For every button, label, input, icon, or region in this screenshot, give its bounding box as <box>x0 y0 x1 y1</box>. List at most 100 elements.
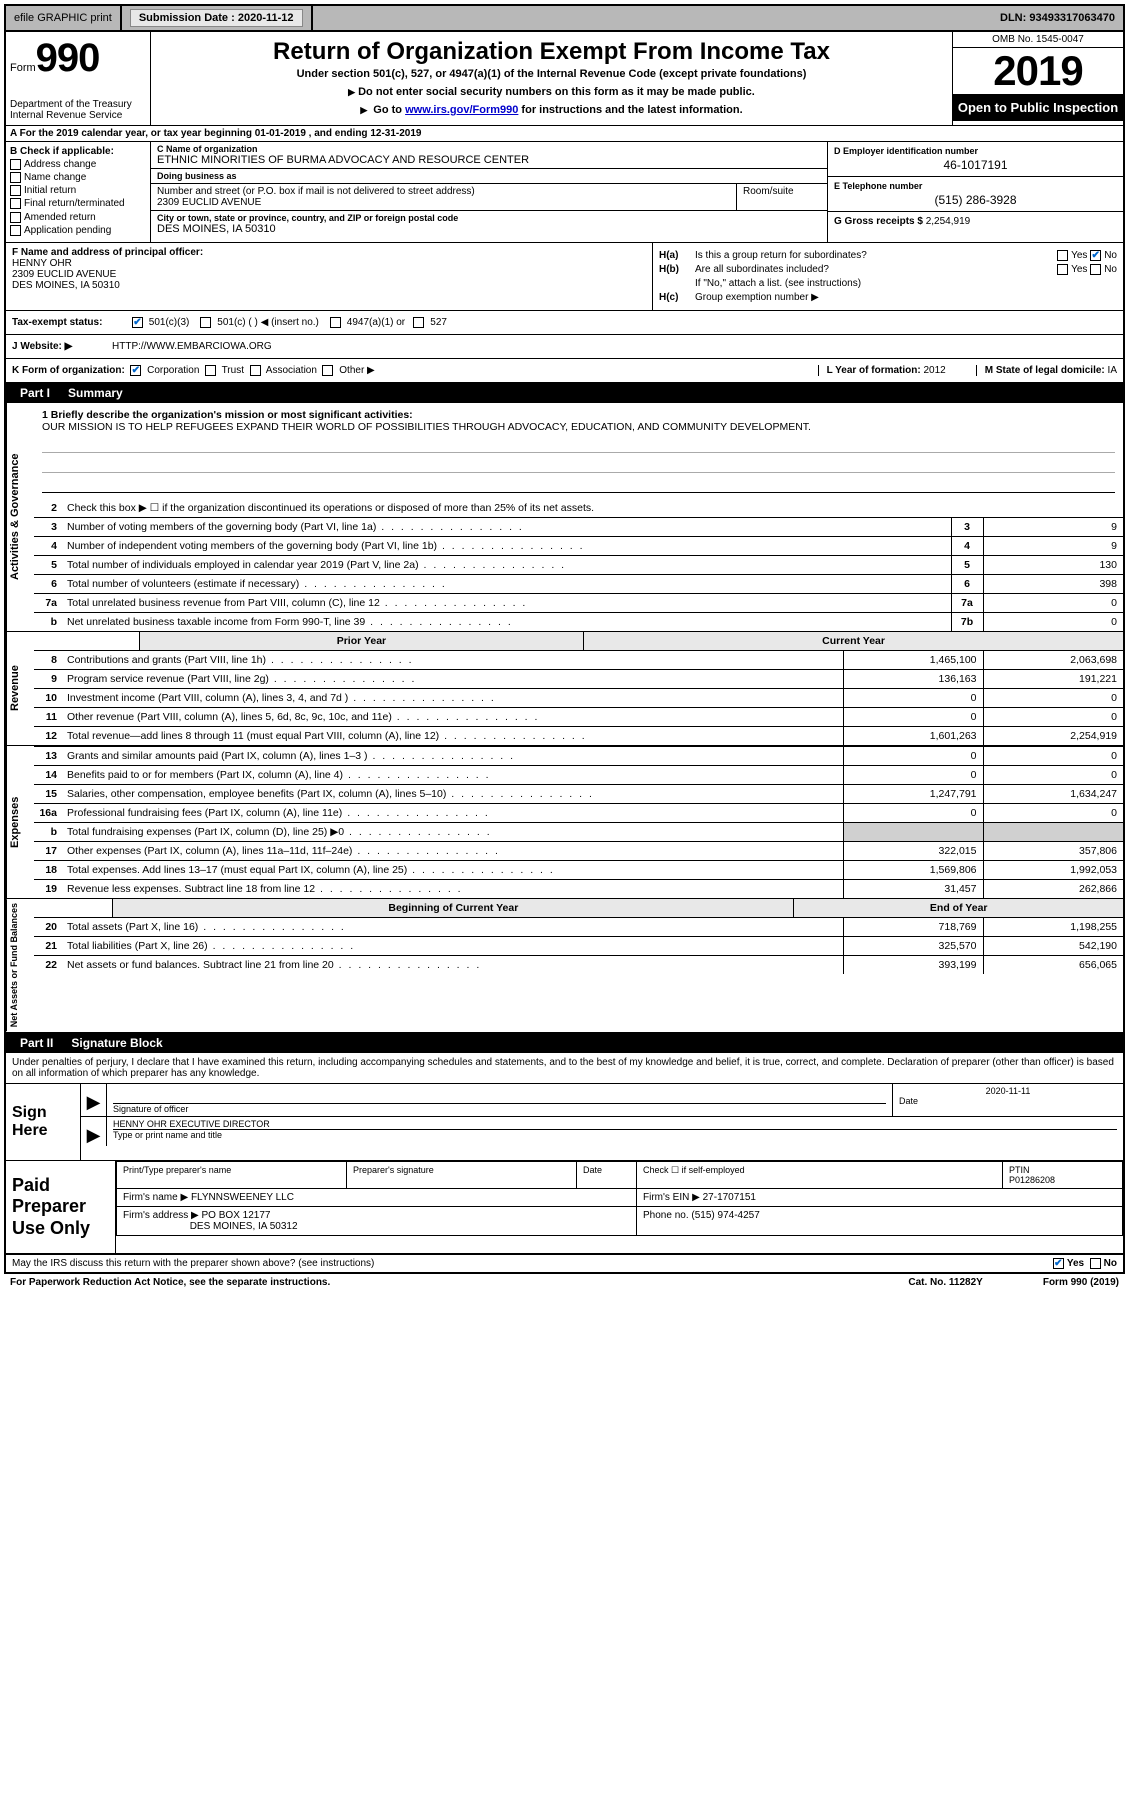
box-b: B Check if applicable: Address change Na… <box>6 142 151 242</box>
submission-btn: Submission Date : 2020-11-12 <box>130 9 303 27</box>
opt-name-change[interactable]: Name change <box>10 172 146 183</box>
row-klm: K Form of organization: Corporation Trus… <box>6 359 1123 383</box>
year-formation: 2012 <box>923 365 945 376</box>
box-d: D Employer identification number 46-1017… <box>828 142 1123 242</box>
summary-row: 20Total assets (Part X, line 16)718,7691… <box>34 918 1123 937</box>
summary-row: 17Other expenses (Part IX, column (A), l… <box>34 842 1123 861</box>
summary-row: 19Revenue less expenses. Subtract line 1… <box>34 880 1123 899</box>
summary-row: 18Total expenses. Add lines 13–17 (must … <box>34 861 1123 880</box>
preparer-label: Paid Preparer Use Only <box>6 1161 116 1254</box>
activity-row: 6Total number of volunteers (estimate if… <box>34 575 1123 594</box>
summary-row: 10Investment income (Part VIII, column (… <box>34 689 1123 708</box>
chk-4947[interactable] <box>330 317 341 328</box>
chk-assoc[interactable] <box>250 365 261 376</box>
sign-date: 2020-11-11 <box>899 1086 1117 1096</box>
part2-header: Part IISignature Block <box>6 1033 1123 1053</box>
vtab-revenue: Revenue <box>6 632 34 745</box>
opt-amended-return[interactable]: Amended return <box>10 212 146 223</box>
sign-arrow-icon: ▶ <box>81 1084 107 1116</box>
top-bar: efile GRAPHIC print Submission Date : 20… <box>4 4 1125 32</box>
cat-no: Cat. No. 11282Y <box>908 1277 982 1288</box>
form-id-cell: Form990 Department of the Treasury Inter… <box>6 32 151 125</box>
year-cell: OMB No. 1545-0047 2019 Open to Public In… <box>953 32 1123 125</box>
form-subtitle: Under section 501(c), 527, or 4947(a)(1)… <box>157 68 946 80</box>
revenue-block: Revenue Prior Year Current Year 8Contrib… <box>6 632 1123 746</box>
dept-label: Department of the Treasury Internal Reve… <box>10 99 146 121</box>
chk-discuss-yes[interactable] <box>1053 1258 1064 1269</box>
chk-527[interactable] <box>413 317 424 328</box>
opt-application-pending[interactable]: Application pending <box>10 225 146 236</box>
website-url: HTTP://WWW.EMBARCIOWA.ORG <box>112 341 272 352</box>
sign-block: Sign Here ▶ Signature of officer 2020-11… <box>6 1084 1123 1161</box>
header-row: Form990 Department of the Treasury Inter… <box>6 32 1123 126</box>
prep-sig-hdr: Preparer's signature <box>347 1161 577 1188</box>
sign-here-label: Sign Here <box>6 1084 81 1160</box>
ein-row: D Employer identification number 46-1017… <box>828 142 1123 177</box>
preparer-block: Paid Preparer Use Only Print/Type prepar… <box>6 1161 1123 1255</box>
opt-initial-return[interactable]: Initial return <box>10 185 146 196</box>
org-name: ETHNIC MINORITIES OF BURMA ADVOCACY AND … <box>157 154 821 166</box>
footer-row: For Paperwork Reduction Act Notice, see … <box>4 1274 1125 1291</box>
activity-row: bNet unrelated business taxable income f… <box>34 613 1123 632</box>
open-inspection: Open to Public Inspection <box>953 94 1123 121</box>
form-footer: Form 990 (2019) <box>1043 1277 1119 1288</box>
summary-row: 15Salaries, other compensation, employee… <box>34 785 1123 804</box>
opt-address-change[interactable]: Address change <box>10 159 146 170</box>
chk-corp[interactable] <box>130 365 141 376</box>
row-a: A For the 2019 calendar year, or tax yea… <box>6 126 1123 142</box>
mission-text: OUR MISSION IS TO HELP REFUGEES EXPAND T… <box>42 421 1115 433</box>
opt-final-return[interactable]: Final return/terminated <box>10 198 146 209</box>
summary-row: 14Benefits paid to or for members (Part … <box>34 766 1123 785</box>
penalty-text: Under penalties of perjury, I declare th… <box>6 1053 1123 1084</box>
sig-officer-label: Signature of officer <box>113 1104 886 1114</box>
chk-501c[interactable] <box>200 317 211 328</box>
mission-box: 1 Briefly describe the organization's mi… <box>34 403 1123 499</box>
irs-link[interactable]: www.irs.gov/Form990 <box>405 104 518 116</box>
summary-row: 12Total revenue—add lines 8 through 11 (… <box>34 727 1123 746</box>
section-fh: F Name and address of principal officer:… <box>6 243 1123 311</box>
chk-other[interactable] <box>322 365 333 376</box>
note-ssn: Do not enter social security numbers on … <box>157 86 946 98</box>
firm-addr1: PO BOX 12177 <box>202 1210 271 1221</box>
hdr-begin-year: Beginning of Current Year <box>113 899 794 917</box>
chk-trust[interactable] <box>205 365 216 376</box>
pra-notice: For Paperwork Reduction Act Notice, see … <box>10 1277 330 1288</box>
vtab-activities: Activities & Governance <box>6 403 34 631</box>
addr-row: Number and street (or P.O. box if mail i… <box>151 184 827 211</box>
prep-selfemp: Check ☐ if self-employed <box>637 1161 1003 1188</box>
officer-addr2: DES MOINES, IA 50310 <box>12 280 646 291</box>
part1-header: Part ISummary <box>6 383 1123 403</box>
tel-row: E Telephone number (515) 286-3928 <box>828 177 1123 212</box>
hdr-prior-year: Prior Year <box>139 632 583 650</box>
summary-row: 9Program service revenue (Part VIII, lin… <box>34 670 1123 689</box>
form-title: Return of Organization Exempt From Incom… <box>157 38 946 66</box>
form-outer: Form990 Department of the Treasury Inter… <box>4 32 1125 1274</box>
firm-ein: 27-1707151 <box>703 1192 756 1203</box>
note-link: Go to www.irs.gov/Form990 for instructio… <box>157 104 946 116</box>
state-domicile: IA <box>1108 365 1117 376</box>
efile-label: efile GRAPHIC print <box>6 6 122 30</box>
tel-value: (515) 286-3928 <box>834 193 1117 207</box>
gross-row: G Gross receipts $ 2,254,919 <box>828 212 1123 231</box>
firm-phone: (515) 974-4257 <box>691 1210 759 1221</box>
box-c: C Name of organization ETHNIC MINORITIES… <box>151 142 828 242</box>
sign-arrow-icon-2: ▶ <box>81 1117 107 1146</box>
activity-row: 5Total number of individuals employed in… <box>34 556 1123 575</box>
tax-year: 2019 <box>953 48 1123 94</box>
street-address: 2309 EUCLID AVENUE <box>157 197 730 208</box>
summary-row: 22Net assets or fund balances. Subtract … <box>34 956 1123 975</box>
prep-date-hdr: Date <box>577 1161 637 1188</box>
omb-number: OMB No. 1545-0047 <box>953 32 1123 48</box>
officer-name: HENNY OHR <box>12 258 646 269</box>
expenses-block: Expenses 13Grants and similar amounts pa… <box>6 746 1123 899</box>
dln: DLN: 93493317063470 <box>992 6 1123 30</box>
ein-value: 46-1017191 <box>834 158 1117 172</box>
form-prefix: Form <box>10 62 36 74</box>
org-name-row: C Name of organization ETHNIC MINORITIES… <box>151 142 827 169</box>
activities-block: Activities & Governance 1 Briefly descri… <box>6 403 1123 632</box>
summary-row: 11Other revenue (Part VIII, column (A), … <box>34 708 1123 727</box>
hdr-current-year: Current Year <box>584 632 1123 650</box>
chk-501c3[interactable] <box>132 317 143 328</box>
chk-discuss-no[interactable] <box>1090 1258 1101 1269</box>
prep-name-hdr: Print/Type preparer's name <box>117 1161 347 1188</box>
